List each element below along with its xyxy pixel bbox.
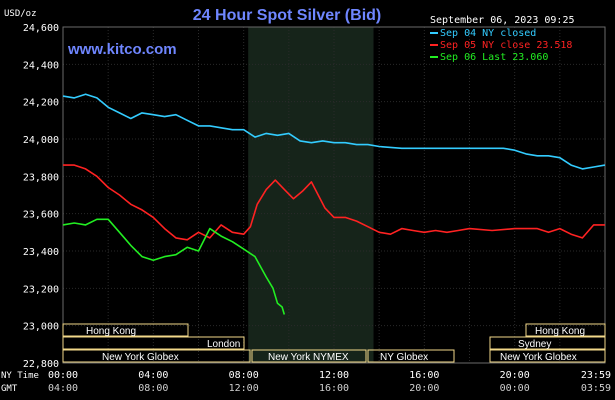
y-tick-label: 24,200 <box>23 98 59 109</box>
session-bar-ny-nymex <box>251 349 367 363</box>
series-line-1 <box>63 164 605 241</box>
y-tick-label: 24,600 <box>23 23 59 34</box>
plot-frame <box>62 26 606 364</box>
session-label-ny-globex-right: New York Globex <box>500 352 577 363</box>
x-axis-ticks: 00:00 04:00 04:00 08:00 08:00 12:00 12:00 16:00… <box>48 370 611 394</box>
x-tick-ny: 00:00 <box>48 370 78 381</box>
x-tick-gmt: 12:00 <box>229 383 259 394</box>
ny-time-row-label: NY Time <box>1 371 39 381</box>
x-tick-ny: 20:00 <box>500 370 530 381</box>
x-tick-gmt: 08:00 <box>138 383 168 394</box>
y-tick-label: 22,800 <box>23 359 59 370</box>
session-bar-sydney <box>489 336 606 350</box>
website-label: www.kitco.com <box>67 41 177 58</box>
x-tick-gmt: 03:59 <box>581 383 611 394</box>
session-label-ny-globex-left: New York Globex <box>102 352 179 363</box>
x-tick-gmt: 20:00 <box>409 383 439 394</box>
x-tick-gmt: 04:00 <box>48 383 78 394</box>
session-label-hong-kong-left: Hong Kong <box>86 326 136 337</box>
y-unit-label: USD/oz <box>4 9 37 19</box>
session-bar-hong-kong-right <box>525 323 606 337</box>
session-label-sydney: Sydney <box>518 339 551 350</box>
series-line-2 <box>62 218 286 315</box>
session-bar-ny-globex-mid <box>367 349 455 363</box>
chart-title: 24 Hour Spot Silver (Bid) <box>193 7 381 24</box>
x-tick-ny: 08:00 <box>229 370 259 381</box>
y-axis-ticks: 24,600 24,400 24,200 24,000 23,800 23,600 23,4… <box>23 23 59 370</box>
x-tick-gmt: 00:00 <box>500 383 530 394</box>
y-tick-label: 24,400 <box>23 60 59 71</box>
legend-entry: Sep 05 NY close 23.518 <box>440 40 572 51</box>
gmt-row-label: GMT <box>1 384 18 394</box>
session-label-ny-nymex: New York NYMEX <box>268 352 349 363</box>
legend-entry: Sep 04 NY closed <box>440 28 536 39</box>
session-bar-london <box>62 336 245 350</box>
session-label-ny-globex-mid: NY Globex <box>380 352 428 363</box>
y-tick-label: 24,000 <box>23 135 59 146</box>
y-tick-label: 23,400 <box>23 247 59 258</box>
series-lines <box>62 93 606 315</box>
x-tick-ny: 04:00 <box>138 370 168 381</box>
x-tick-ny: 16:00 <box>409 370 439 381</box>
legend-entry: Sep 06 Last 23.060 <box>440 52 548 63</box>
y-tick-label: 23,200 <box>23 284 59 295</box>
x-tick-ny: 12:00 <box>319 370 349 381</box>
nymex-shaded-region <box>248 27 374 363</box>
session-bar-ny-globex-right <box>489 349 606 363</box>
session-bar-ny-globex-left <box>62 349 251 363</box>
y-tick-label: 23,600 <box>23 210 59 221</box>
x-tick-ny: 23:59 <box>581 370 611 381</box>
session-label-hong-kong-right: Hong Kong <box>535 326 585 337</box>
y-tick-label: 23,000 <box>23 322 59 333</box>
market-sessions: Hong Kong London New York Globex New Yor… <box>62 323 606 363</box>
chart-datetime: September 06, 2023 09:25 <box>430 15 575 26</box>
session-bar-hong-kong-left <box>62 323 189 337</box>
session-label-london: London <box>207 339 240 350</box>
x-tick-gmt: 16:00 <box>319 383 349 394</box>
y-tick-label: 23,800 <box>23 172 59 183</box>
series-line-0 <box>62 93 606 170</box>
